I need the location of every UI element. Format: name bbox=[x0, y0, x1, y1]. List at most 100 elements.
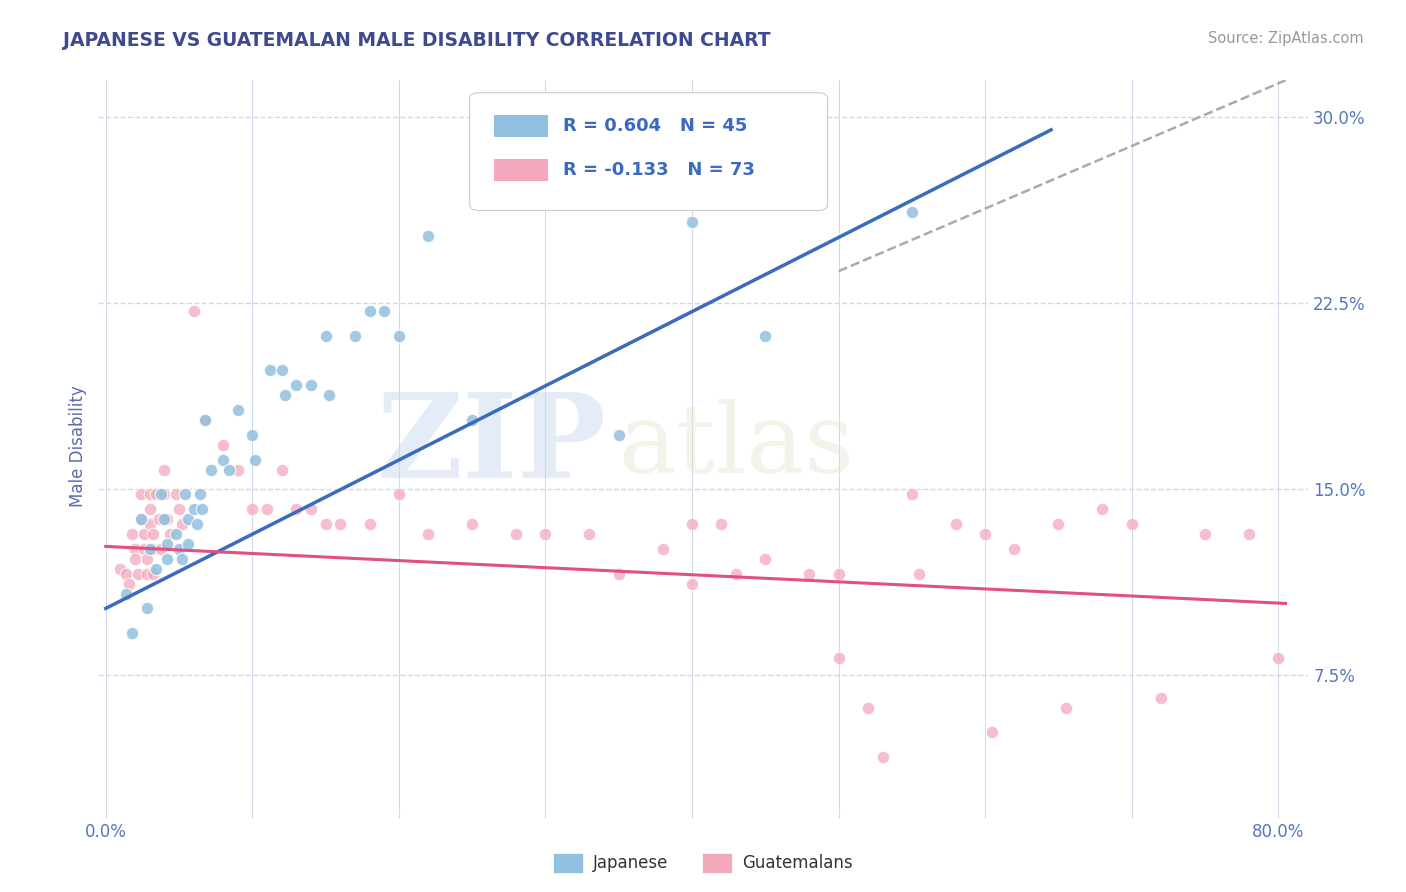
Point bbox=[145, 562, 167, 576]
Point bbox=[138, 541, 160, 556]
Point bbox=[388, 487, 411, 501]
Point bbox=[329, 517, 352, 532]
Point bbox=[388, 328, 411, 343]
FancyBboxPatch shape bbox=[470, 93, 828, 211]
Point bbox=[270, 363, 292, 377]
Point bbox=[167, 541, 190, 556]
Point bbox=[226, 403, 249, 417]
Point bbox=[299, 502, 322, 516]
Point bbox=[318, 388, 340, 402]
Point bbox=[129, 512, 152, 526]
Point bbox=[138, 517, 160, 532]
Point bbox=[827, 566, 849, 581]
Point bbox=[908, 566, 931, 581]
FancyBboxPatch shape bbox=[494, 160, 548, 181]
Point bbox=[132, 527, 155, 541]
Point bbox=[505, 527, 527, 541]
Point bbox=[135, 551, 157, 566]
Point bbox=[607, 566, 630, 581]
Point bbox=[1047, 517, 1070, 532]
Point bbox=[270, 462, 292, 476]
Point bbox=[901, 487, 924, 501]
Point bbox=[177, 537, 200, 551]
Point bbox=[981, 725, 1004, 739]
Point bbox=[1150, 690, 1173, 705]
Point bbox=[212, 438, 235, 452]
Point bbox=[156, 537, 179, 551]
Point bbox=[145, 487, 167, 501]
Legend: Japanese, Guatemalans: Japanese, Guatemalans bbox=[547, 847, 859, 880]
Point bbox=[901, 204, 924, 219]
Point bbox=[153, 512, 176, 526]
Point bbox=[245, 452, 267, 467]
Point bbox=[461, 517, 484, 532]
Point bbox=[159, 527, 181, 541]
Point bbox=[115, 586, 138, 600]
Point bbox=[156, 551, 179, 566]
Point bbox=[872, 750, 894, 764]
Point bbox=[1237, 527, 1260, 541]
Point bbox=[135, 566, 157, 581]
Point bbox=[212, 452, 235, 467]
Point bbox=[534, 527, 557, 541]
Point bbox=[945, 517, 967, 532]
Point bbox=[418, 527, 440, 541]
Point bbox=[607, 427, 630, 442]
Point bbox=[135, 601, 157, 615]
Point bbox=[259, 363, 281, 377]
Point bbox=[754, 551, 776, 566]
Point bbox=[315, 328, 337, 343]
Point bbox=[359, 304, 381, 318]
Point bbox=[1194, 527, 1216, 541]
Point bbox=[240, 502, 263, 516]
Point bbox=[127, 566, 149, 581]
Point bbox=[799, 566, 821, 581]
Point bbox=[754, 328, 776, 343]
Point bbox=[183, 304, 205, 318]
Point bbox=[1091, 502, 1114, 516]
Point bbox=[534, 190, 557, 204]
Point bbox=[132, 541, 155, 556]
Point bbox=[1004, 541, 1026, 556]
FancyBboxPatch shape bbox=[494, 115, 548, 137]
Point bbox=[138, 502, 160, 516]
Point bbox=[418, 229, 440, 244]
Y-axis label: Male Disability: Male Disability bbox=[69, 385, 87, 507]
Text: R = -0.133   N = 73: R = -0.133 N = 73 bbox=[562, 161, 755, 179]
Point bbox=[1121, 517, 1143, 532]
Point bbox=[218, 462, 240, 476]
Text: Source: ZipAtlas.com: Source: ZipAtlas.com bbox=[1208, 31, 1364, 46]
Point bbox=[285, 502, 308, 516]
Point bbox=[273, 388, 295, 402]
Point bbox=[170, 517, 193, 532]
Point bbox=[142, 527, 165, 541]
Point bbox=[188, 487, 211, 501]
Point bbox=[186, 517, 208, 532]
Point bbox=[165, 527, 187, 541]
Point bbox=[974, 527, 997, 541]
Text: ZIP: ZIP bbox=[377, 389, 606, 503]
Point bbox=[343, 328, 366, 343]
Point bbox=[156, 512, 179, 526]
Point bbox=[827, 651, 849, 665]
Point bbox=[359, 517, 381, 532]
Point bbox=[121, 527, 143, 541]
Point bbox=[285, 378, 308, 392]
Point bbox=[1267, 651, 1289, 665]
Point bbox=[191, 502, 214, 516]
Point bbox=[373, 304, 395, 318]
Point bbox=[681, 517, 703, 532]
Text: R = 0.604   N = 45: R = 0.604 N = 45 bbox=[562, 118, 747, 136]
Point bbox=[121, 626, 143, 640]
Point bbox=[651, 541, 673, 556]
Point bbox=[194, 413, 217, 427]
Point bbox=[174, 487, 197, 501]
Point bbox=[194, 413, 217, 427]
Point bbox=[115, 566, 138, 581]
Point bbox=[124, 551, 146, 566]
Point bbox=[856, 700, 879, 714]
Point bbox=[256, 502, 278, 516]
Point bbox=[167, 502, 190, 516]
Point bbox=[461, 413, 484, 427]
Point bbox=[200, 462, 222, 476]
